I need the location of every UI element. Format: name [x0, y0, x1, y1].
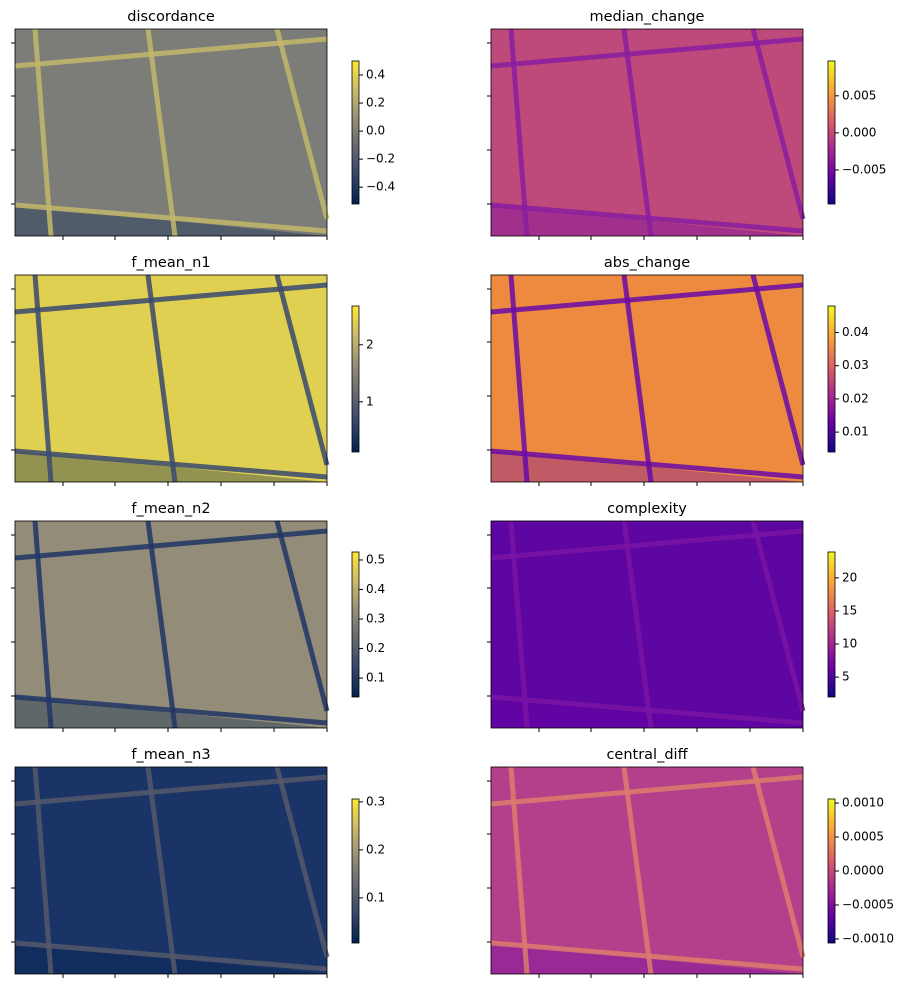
field-boundary [14, 448, 328, 480]
field-boundary [490, 528, 804, 561]
field-boundary [490, 694, 804, 726]
field-boundary [274, 28, 330, 220]
field-boundary [490, 202, 804, 234]
image-frame [490, 28, 804, 237]
field-boundary [145, 520, 178, 729]
colorbar-tick-label: −0.0005 [842, 897, 894, 911]
colorbar-tick-label: 0.4 [366, 68, 385, 82]
field-boundary [490, 282, 804, 315]
colorbar-tick-label: 0.4 [366, 582, 385, 596]
image-frame [14, 766, 328, 975]
field-boundary [145, 766, 178, 975]
field-boundary [14, 36, 328, 69]
field-boundary [621, 766, 654, 975]
field-boundary [490, 940, 804, 972]
colorbar [351, 305, 360, 453]
colorbar [827, 305, 836, 453]
field-boundary [750, 520, 806, 712]
colorbar [351, 798, 360, 944]
field-boundary [508, 520, 530, 729]
image-frame [14, 28, 328, 237]
field-boundary [274, 274, 330, 466]
colorbar-tick-label: 0.3 [366, 612, 385, 626]
field-boundary [274, 766, 330, 958]
field-boundary [145, 28, 178, 237]
colorbar-tick-label: 0.01 [842, 425, 869, 439]
panel-title: abs_change [604, 255, 690, 271]
field-boundary [14, 202, 328, 234]
colorbar-tick-label: 0.3 [366, 794, 385, 808]
colorbar [827, 60, 836, 205]
field-boundary [621, 274, 654, 483]
colorbar-tick-label: 5 [842, 670, 850, 684]
field-boundary [750, 28, 806, 220]
panel-title: complexity [607, 501, 687, 517]
field-boundary [508, 28, 530, 237]
colorbar-tick-label: −0.005 [842, 162, 886, 176]
field-boundary [750, 274, 806, 466]
colorbar-tick-label: 0.0005 [842, 830, 884, 844]
colorbar-tick-label: −0.0010 [842, 931, 894, 945]
colorbar-tick-label: 0.03 [842, 358, 869, 372]
field-boundary [14, 774, 328, 807]
colorbar-tick-label: 0.005 [842, 88, 876, 102]
field-boundary [621, 520, 654, 729]
colorbar-tick-label: 15 [842, 603, 857, 617]
colorbar [351, 60, 360, 205]
colorbar-tick-label: 0.0010 [842, 796, 884, 810]
field-boundary [32, 274, 54, 483]
field-boundary [32, 28, 54, 237]
colorbar-tick-label: 0.0000 [842, 864, 884, 878]
panel-title: median_change [590, 9, 705, 25]
field-boundary [274, 520, 330, 712]
colorbar [827, 798, 836, 944]
colorbar-tick-label: 0.1 [366, 671, 385, 685]
image-frame [14, 520, 328, 729]
colorbar-tick-label: −0.4 [366, 180, 395, 194]
colorbar [827, 551, 836, 698]
colorbar-tick-label: −0.2 [366, 152, 395, 166]
field-boundary [508, 274, 530, 483]
field-boundary [490, 774, 804, 807]
colorbar-tick-label: 10 [842, 637, 857, 651]
field-boundary [14, 528, 328, 561]
panel-title: central_diff [606, 747, 688, 763]
colorbar [351, 551, 360, 698]
colorbar-tick-label: 0.2 [366, 842, 385, 856]
field-boundary [490, 448, 804, 480]
field-boundary [621, 28, 654, 237]
panel-title: f_mean_n2 [131, 501, 210, 517]
colorbar-tick-label: 0.2 [366, 96, 385, 110]
panel-title: f_mean_n3 [131, 747, 210, 763]
colorbar-tick-label: 0.02 [842, 391, 869, 405]
colorbar-tick-label: 2 [366, 337, 374, 351]
field-boundary [750, 766, 806, 958]
field-boundary [32, 520, 54, 729]
colorbar-tick-label: 0.5 [366, 552, 385, 566]
image-frame [490, 274, 804, 483]
field-boundary [145, 274, 178, 483]
colorbar-tick-label: 0.1 [366, 890, 385, 904]
colorbar-tick-label: 0.04 [842, 325, 869, 339]
field-boundary [14, 282, 328, 315]
colorbar-tick-label: 1 [366, 394, 374, 408]
image-frame [490, 520, 804, 729]
colorbar-tick-label: 0.0 [366, 124, 385, 138]
field-boundary [32, 766, 54, 975]
colorbar-tick-label: 0.000 [842, 125, 876, 139]
image-frame [14, 274, 328, 483]
panel-title: f_mean_n1 [131, 255, 210, 271]
panel-title: discordance [127, 9, 215, 25]
image-frame [490, 766, 804, 975]
field-boundary [490, 36, 804, 69]
field-boundary [14, 940, 328, 972]
field-boundary [508, 766, 530, 975]
colorbar-tick-label: 0.2 [366, 641, 385, 655]
field-boundary [14, 694, 328, 726]
colorbar-tick-label: 20 [842, 570, 857, 584]
